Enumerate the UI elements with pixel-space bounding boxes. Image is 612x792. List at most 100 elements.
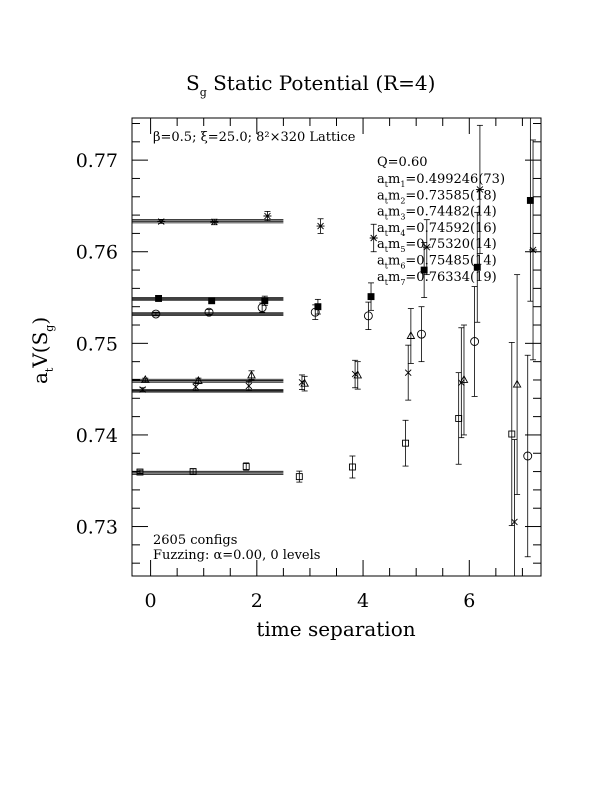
square-marker [508,430,516,438]
data-point [140,375,150,383]
data-point [420,242,428,298]
data-point [459,324,469,436]
data-point [455,372,463,465]
triangle-marker [300,378,309,387]
x-tick-label: 2 [251,590,263,612]
filled-square-marker [208,297,216,305]
chart-title-subscript: g [200,86,207,99]
data-point [363,301,373,330]
data-point [523,354,533,558]
y-tick-label: 0.74 [76,425,118,447]
y-tick-label: 0.75 [76,333,118,355]
triangle-marker [140,375,150,383]
square-marker [242,463,250,470]
filled-square-marker [526,196,534,204]
data-point [261,295,269,306]
data-point [189,468,197,476]
y-tick-labels: 0.73 0.74 0.75 0.76 0.77 [76,150,118,538]
circle-marker [523,451,533,461]
chart-title: Sg Static Potential (R=4) [186,71,435,99]
x-marker [139,386,146,393]
square-marker [348,463,356,471]
lattice-annotation: β=0.5; ξ=25.0; 8²×320 Lattice [153,130,356,145]
data-point [351,359,359,389]
square-marker [189,468,197,476]
y-tick-label: 0.77 [76,150,118,172]
mass-annotations: atm1=0.499246(73)atm2=0.73585(18)atm3=0.… [377,172,505,287]
data-point [348,455,356,479]
circle-marker [417,329,426,339]
circle-marker [204,307,214,317]
triangle-marker [512,379,522,388]
x-marker [245,382,253,390]
data-point [245,380,253,391]
square-marker [402,439,410,447]
data-point [475,124,484,254]
data-point [369,223,378,253]
data-points [136,118,538,576]
triangle-marker [459,375,469,383]
fuzzing-annotation: Fuzzing: α=0.00, 0 levels [153,548,320,563]
data-point [242,462,250,471]
asterisk-marker [210,218,219,226]
data-point [417,306,426,363]
filled-square-marker [155,295,163,302]
configs-annotation: 2605 configs [153,533,237,548]
mass-annotation: atm5=0.75320(14) [377,237,497,254]
asterisk-marker [369,234,378,242]
asterisk-marker [422,243,431,251]
q-value-annotation: Q=0.60 [377,155,428,170]
data-point [404,344,412,401]
data-point [192,382,200,391]
data-point [136,468,144,476]
data-point [526,118,534,302]
square-marker [295,473,303,481]
data-point [353,361,363,390]
data-point [151,309,161,319]
x-marker [511,518,518,526]
data-point [208,297,216,305]
data-point [508,342,516,527]
data-point [157,218,166,225]
square-marker [136,468,144,476]
data-point [155,295,163,302]
data-point [406,308,416,364]
y-tick-label: 0.73 [76,517,118,539]
data-point [316,218,325,234]
data-point [470,286,480,397]
circle-marker [470,337,480,346]
x-tick-label: 0 [145,590,157,612]
asterisk-marker [316,222,325,230]
data-point [314,298,322,315]
data-point [529,139,538,361]
filled-square-marker [473,263,481,271]
x-marker [192,383,200,391]
data-point [194,375,203,385]
mass-annotation: atm6=0.75485(14) [377,254,497,271]
data-point [367,282,375,311]
asterisk-marker [263,212,272,220]
triangle-marker [406,331,416,339]
filled-square-marker [314,303,322,311]
fit-lines [132,219,284,475]
data-point [473,211,481,323]
x-axis-label: time separation [256,617,415,641]
filled-square-marker [261,297,269,305]
data-point [247,370,256,381]
data-point [139,386,146,393]
asterisk-marker [157,218,166,225]
mass-annotation: atm7=0.76334(19) [377,270,497,287]
data-point [300,375,309,392]
triangle-marker [194,375,203,384]
data-point [422,219,431,276]
x-tick-label: 4 [357,590,369,612]
data-point [263,211,272,221]
circle-marker [363,311,373,321]
filled-square-marker [367,293,375,301]
x-marker [404,369,412,376]
triangle-marker [247,370,256,379]
triangle-marker [353,370,363,379]
y-axis-label: atV(Sg) [28,317,56,384]
data-point [204,307,214,317]
mass-annotation: atm3=0.74482(14) [377,205,497,222]
